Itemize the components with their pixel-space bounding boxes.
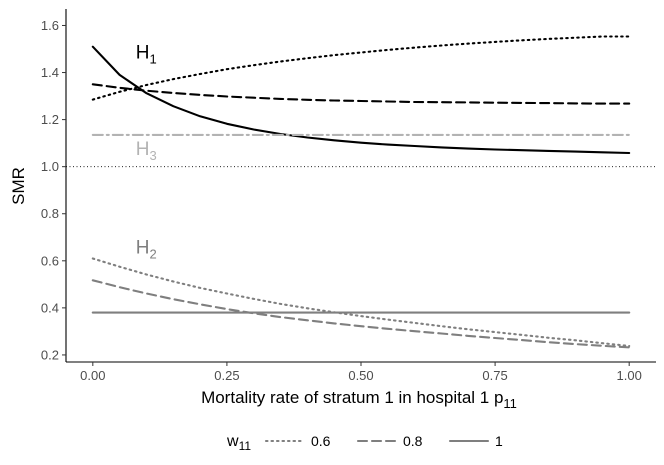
x-axis-title: Mortality rate of stratum 1 in hospital … bbox=[201, 388, 517, 411]
y-axis-title: SMR bbox=[9, 167, 28, 205]
y-tick-label: 0.4 bbox=[41, 300, 59, 315]
legend-label-08: 0.8 bbox=[403, 433, 423, 449]
x-tick-label: 1.00 bbox=[617, 368, 642, 383]
x-axis-title-sub: 11 bbox=[503, 396, 517, 411]
legend-title: w11 bbox=[226, 433, 251, 453]
series-line-h1-w1 bbox=[91, 45, 631, 155]
y-tick-label: 1.4 bbox=[41, 65, 59, 80]
curve-label-sub: 3 bbox=[149, 148, 156, 163]
series-layer bbox=[91, 35, 631, 349]
curve-label-sub: 2 bbox=[149, 247, 156, 262]
y-tick-label: 0.2 bbox=[41, 347, 59, 362]
legend-title-sub: 11 bbox=[239, 439, 252, 453]
y-tick-label: 1.6 bbox=[41, 18, 59, 33]
y-tick-label: 0.8 bbox=[41, 206, 59, 221]
curve-label-h2: H2 bbox=[136, 238, 157, 262]
curve-label-sub: 1 bbox=[149, 51, 156, 66]
legend-items: 0.6 0.8 1 bbox=[264, 433, 503, 449]
x-tick-label: 0.00 bbox=[80, 368, 105, 383]
x-tick-label: 0.50 bbox=[348, 368, 373, 383]
series-line-h2-w08 bbox=[91, 279, 631, 349]
x-axis-title-main: Mortality rate of stratum 1 in hospital … bbox=[201, 388, 503, 407]
legend-label-1: 1 bbox=[495, 433, 503, 449]
legend: w11 0.6 0.8 1 bbox=[226, 433, 503, 453]
series-line-h1-w06 bbox=[91, 35, 631, 101]
curve-label-main: H bbox=[136, 42, 150, 63]
curve-label-h3: H3 bbox=[136, 139, 157, 163]
y-tick-label: 1.0 bbox=[41, 159, 59, 174]
series-line-h2-w06 bbox=[91, 257, 631, 348]
curve-label-main: H bbox=[136, 139, 150, 160]
legend-title-main: w bbox=[226, 433, 239, 450]
legend-label-06: 0.6 bbox=[311, 433, 331, 449]
x-tick-label: 0.25 bbox=[214, 368, 239, 383]
curve-label-main: H bbox=[136, 238, 150, 259]
x-tick-label: 0.75 bbox=[482, 368, 507, 383]
y-tick-label: 0.6 bbox=[41, 253, 59, 268]
curve-label-h1: H1 bbox=[136, 42, 157, 66]
y-tick-label: 1.2 bbox=[41, 112, 59, 127]
series-line-h1-w08 bbox=[91, 83, 631, 105]
axis-layer: 0.2 0.4 0.6 0.8 1.0 1.2 1.4 1.6 0.00 0.25 0.50 0.75… bbox=[41, 9, 656, 383]
